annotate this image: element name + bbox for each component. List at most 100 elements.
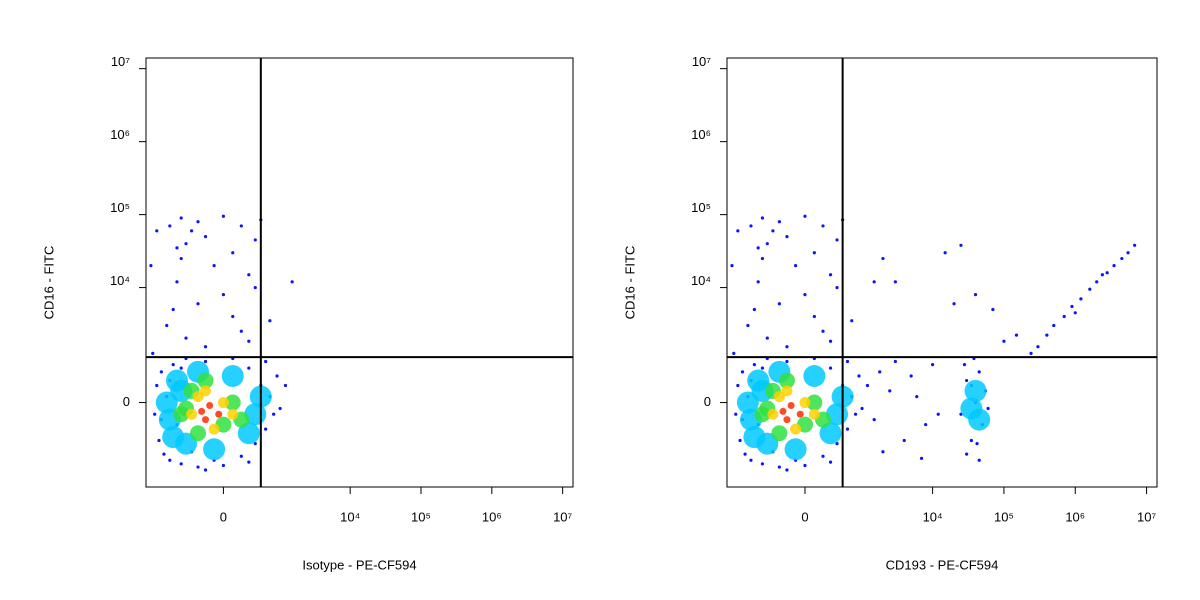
point <box>977 458 981 462</box>
point <box>272 412 276 416</box>
point <box>779 407 787 415</box>
point <box>239 454 243 458</box>
y-tick-label: 10⁷ <box>111 54 130 69</box>
point <box>965 378 969 383</box>
point <box>168 458 172 462</box>
point <box>790 423 802 435</box>
x-tick-label: 0 <box>220 509 227 524</box>
point <box>872 418 876 422</box>
point <box>808 408 820 420</box>
panel: 0 10⁴ 10⁵ 10⁶ 10⁷ 0 10⁴ 10⁵ 10⁶ 10⁷ CD193 - PE-CF5… <box>622 54 1158 572</box>
point <box>290 280 294 284</box>
point <box>155 383 159 388</box>
point <box>247 273 251 277</box>
point <box>1095 280 1099 284</box>
point <box>767 408 779 420</box>
point <box>189 229 194 233</box>
point <box>752 363 756 367</box>
point <box>162 452 166 456</box>
point <box>975 442 979 446</box>
point <box>821 329 825 333</box>
point <box>771 425 788 442</box>
point <box>952 302 956 306</box>
point <box>962 363 967 367</box>
point <box>215 410 223 418</box>
point <box>1052 323 1056 328</box>
point <box>793 264 798 268</box>
point <box>203 359 208 364</box>
point <box>237 422 260 445</box>
plot-frame <box>726 57 1158 488</box>
point <box>171 363 175 367</box>
point <box>785 468 789 472</box>
point <box>221 364 244 387</box>
point <box>253 285 257 290</box>
point <box>749 458 753 462</box>
point <box>865 383 870 388</box>
point <box>197 372 214 389</box>
point <box>777 302 781 306</box>
point <box>888 389 892 393</box>
point <box>1088 287 1092 291</box>
point <box>175 246 179 250</box>
plot-frame <box>145 57 574 488</box>
point <box>217 397 229 409</box>
y-axis-label: CD16 - FITC <box>622 246 637 320</box>
point <box>781 385 793 397</box>
point <box>765 242 769 246</box>
point <box>734 412 738 416</box>
point <box>915 395 919 399</box>
point <box>803 214 807 218</box>
point <box>845 427 850 431</box>
point <box>1062 314 1066 319</box>
point <box>203 438 226 461</box>
point <box>821 224 825 228</box>
point <box>1126 251 1130 255</box>
x-tick-label: 10⁴ <box>340 509 360 524</box>
point <box>803 463 807 468</box>
point <box>179 366 183 370</box>
point <box>186 408 198 420</box>
point <box>221 214 226 218</box>
point <box>208 423 220 435</box>
point <box>787 402 795 410</box>
point <box>1029 351 1033 355</box>
point <box>803 364 826 387</box>
point <box>760 216 765 220</box>
point <box>247 366 251 370</box>
y-tick-label: 0 <box>123 394 130 409</box>
point <box>783 416 791 424</box>
point <box>206 402 214 410</box>
point <box>828 273 833 277</box>
point <box>986 406 990 411</box>
point <box>806 394 823 411</box>
point <box>149 264 153 268</box>
point <box>777 465 781 469</box>
point <box>190 425 207 442</box>
point <box>860 406 864 411</box>
panel: 0 10⁴ 10⁵ 10⁶ 10⁷ 0 10⁴ 10⁵ 10⁶ 10⁷ Isotype - PE-C… <box>41 54 574 572</box>
point <box>968 408 991 431</box>
point <box>771 229 775 233</box>
y-tick-label: 10⁷ <box>692 54 711 69</box>
point <box>175 280 179 284</box>
point <box>283 383 288 388</box>
point <box>756 246 760 250</box>
point <box>196 220 200 224</box>
point <box>1014 333 1019 337</box>
point <box>749 224 753 228</box>
point <box>857 374 861 378</box>
point <box>202 416 210 424</box>
point <box>168 224 172 228</box>
point <box>179 216 183 220</box>
point <box>743 452 747 456</box>
point <box>1133 243 1137 247</box>
point <box>785 345 789 349</box>
point <box>1105 271 1109 275</box>
point <box>203 234 208 239</box>
point <box>936 412 940 416</box>
point <box>765 336 769 340</box>
point <box>165 323 169 328</box>
